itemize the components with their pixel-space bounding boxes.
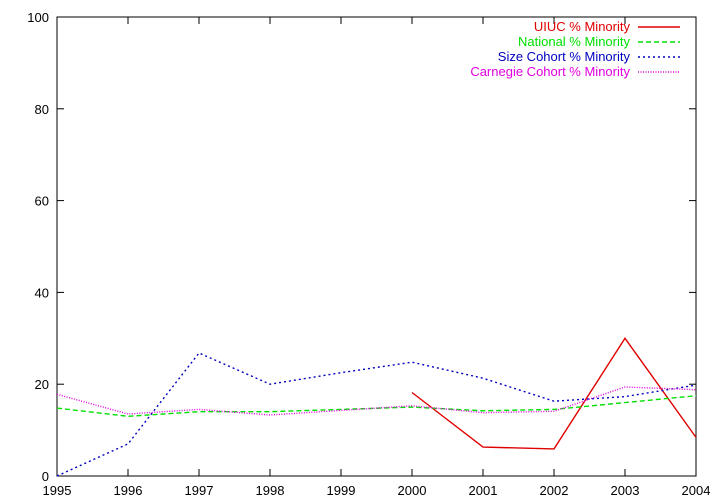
series-line-national-minority: [56, 395, 697, 418]
y-tick-label: 40: [35, 285, 49, 300]
legend-label-carnegie-cohort-minority: Carnegie Cohort % Minority: [470, 64, 630, 79]
y-tick-label: 60: [35, 194, 49, 209]
series-line-uiuc-minority: [411, 337, 697, 450]
x-tick-label: 1998: [256, 483, 285, 498]
x-tick-label: 1997: [185, 483, 214, 498]
y-tick-label: 80: [35, 102, 49, 117]
x-tick-label: 2001: [469, 483, 498, 498]
y-tick-label: 100: [27, 10, 49, 25]
x-tick-label: 2004: [682, 483, 711, 498]
axis-ticks: 1995 1996 1997 1998 1999 2000 2001 2002 2003 2004…: [27, 10, 710, 498]
plot-frame: [56, 16, 697, 477]
x-tick-label: 2002: [540, 483, 569, 498]
series-line-size-cohort-minority: [56, 352, 697, 477]
legend-label-size-cohort-minority: Size Cohort % Minority: [498, 49, 631, 64]
x-tick-label: 1995: [43, 483, 72, 498]
series-layer: [56, 337, 697, 477]
y-tick-label: 20: [35, 377, 49, 392]
series-line-carnegie-cohort-minority: [56, 386, 697, 416]
x-tick-label: 1996: [114, 483, 143, 498]
y-tick-label: 0: [42, 469, 49, 484]
legend-label-national-minority: National % Minority: [518, 34, 630, 49]
x-tick-label: 2000: [398, 483, 427, 498]
x-tick-label: 2003: [611, 483, 640, 498]
legend-label-uiuc-minority: UIUC % Minority: [534, 19, 631, 34]
x-tick-label: 1999: [327, 483, 356, 498]
